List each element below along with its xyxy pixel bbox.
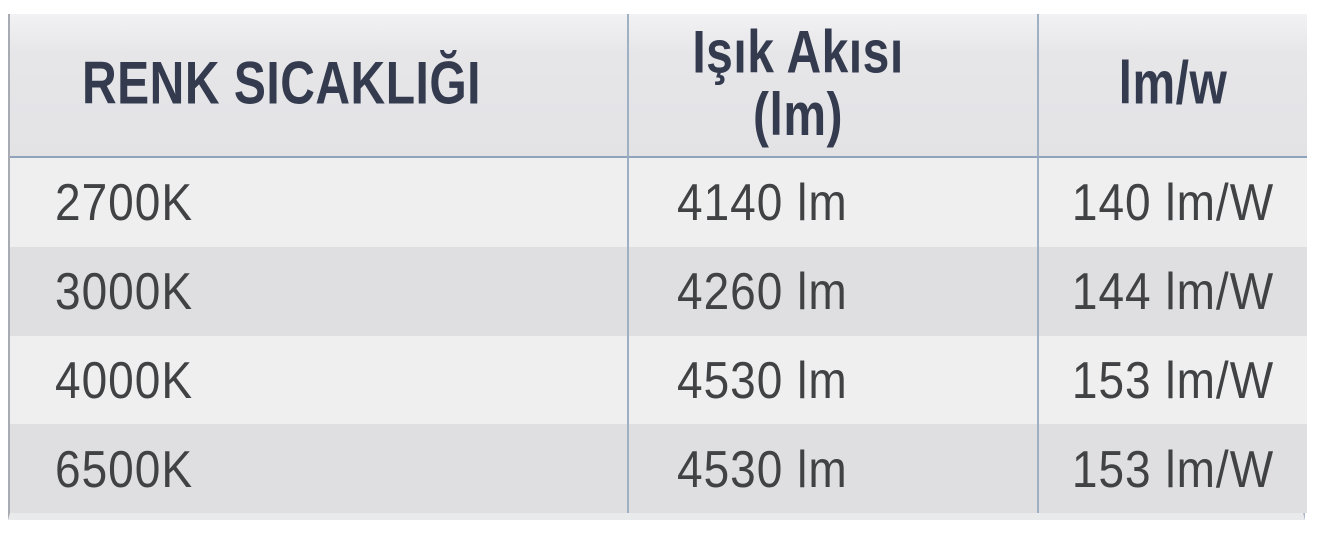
header-renk-sicakligi-label: RENK SICAKLIĞI xyxy=(82,50,482,118)
cell-temp-2700k: 2700K xyxy=(10,158,629,247)
cell-temp-4000k: 4000K xyxy=(10,335,629,425)
temp-value: 6500K xyxy=(55,439,194,498)
temp-value: 4000K xyxy=(55,350,194,409)
flux-value: 4530 lm xyxy=(677,439,848,498)
efficacy-value: 144 lm/W xyxy=(1071,262,1275,321)
efficacy-value: 153 lm/W xyxy=(1071,350,1275,409)
cell-efficacy-2700k: 140 lm/W xyxy=(1039,158,1307,247)
header-isik-akisi: Işık Akısı (lm) xyxy=(629,14,1039,158)
flux-value: 4140 lm xyxy=(677,173,848,232)
header-isik-akisi-line2: (lm) xyxy=(753,82,843,149)
cell-efficacy-4000k: 153 lm/W xyxy=(1039,335,1307,425)
cell-flux-4000k: 4530 lm xyxy=(629,335,1039,425)
color-temperature-spec-table: RENK SICAKLIĞI Işık Akısı (lm) lm/w 2700K… xyxy=(8,14,1307,520)
cell-flux-6500k: 4530 lm xyxy=(629,424,1039,513)
flux-value: 4530 lm xyxy=(677,350,848,409)
cell-temp-3000k: 3000K xyxy=(10,246,629,336)
cell-temp-6500k: 6500K xyxy=(10,424,629,513)
cell-efficacy-6500k: 153 lm/W xyxy=(1039,424,1307,513)
header-renk-sicakligi: RENK SICAKLIĞI xyxy=(10,14,629,158)
header-isik-akisi-label: Işık Akısı (lm) xyxy=(692,19,904,149)
cell-flux-2700k: 4140 lm xyxy=(629,158,1039,247)
efficacy-value: 153 lm/W xyxy=(1071,439,1275,498)
efficacy-value: 140 lm/W xyxy=(1071,173,1275,232)
header-lm-w-label: lm/w xyxy=(1118,50,1228,118)
header-isik-akisi-line1: Işık Akısı xyxy=(692,19,904,86)
temp-value: 3000K xyxy=(55,262,194,321)
temp-value: 2700K xyxy=(55,173,194,232)
cell-efficacy-3000k: 144 lm/W xyxy=(1039,246,1307,336)
flux-value: 4260 lm xyxy=(677,262,848,321)
cell-flux-3000k: 4260 lm xyxy=(629,246,1039,336)
header-lm-w: lm/w xyxy=(1039,14,1307,158)
